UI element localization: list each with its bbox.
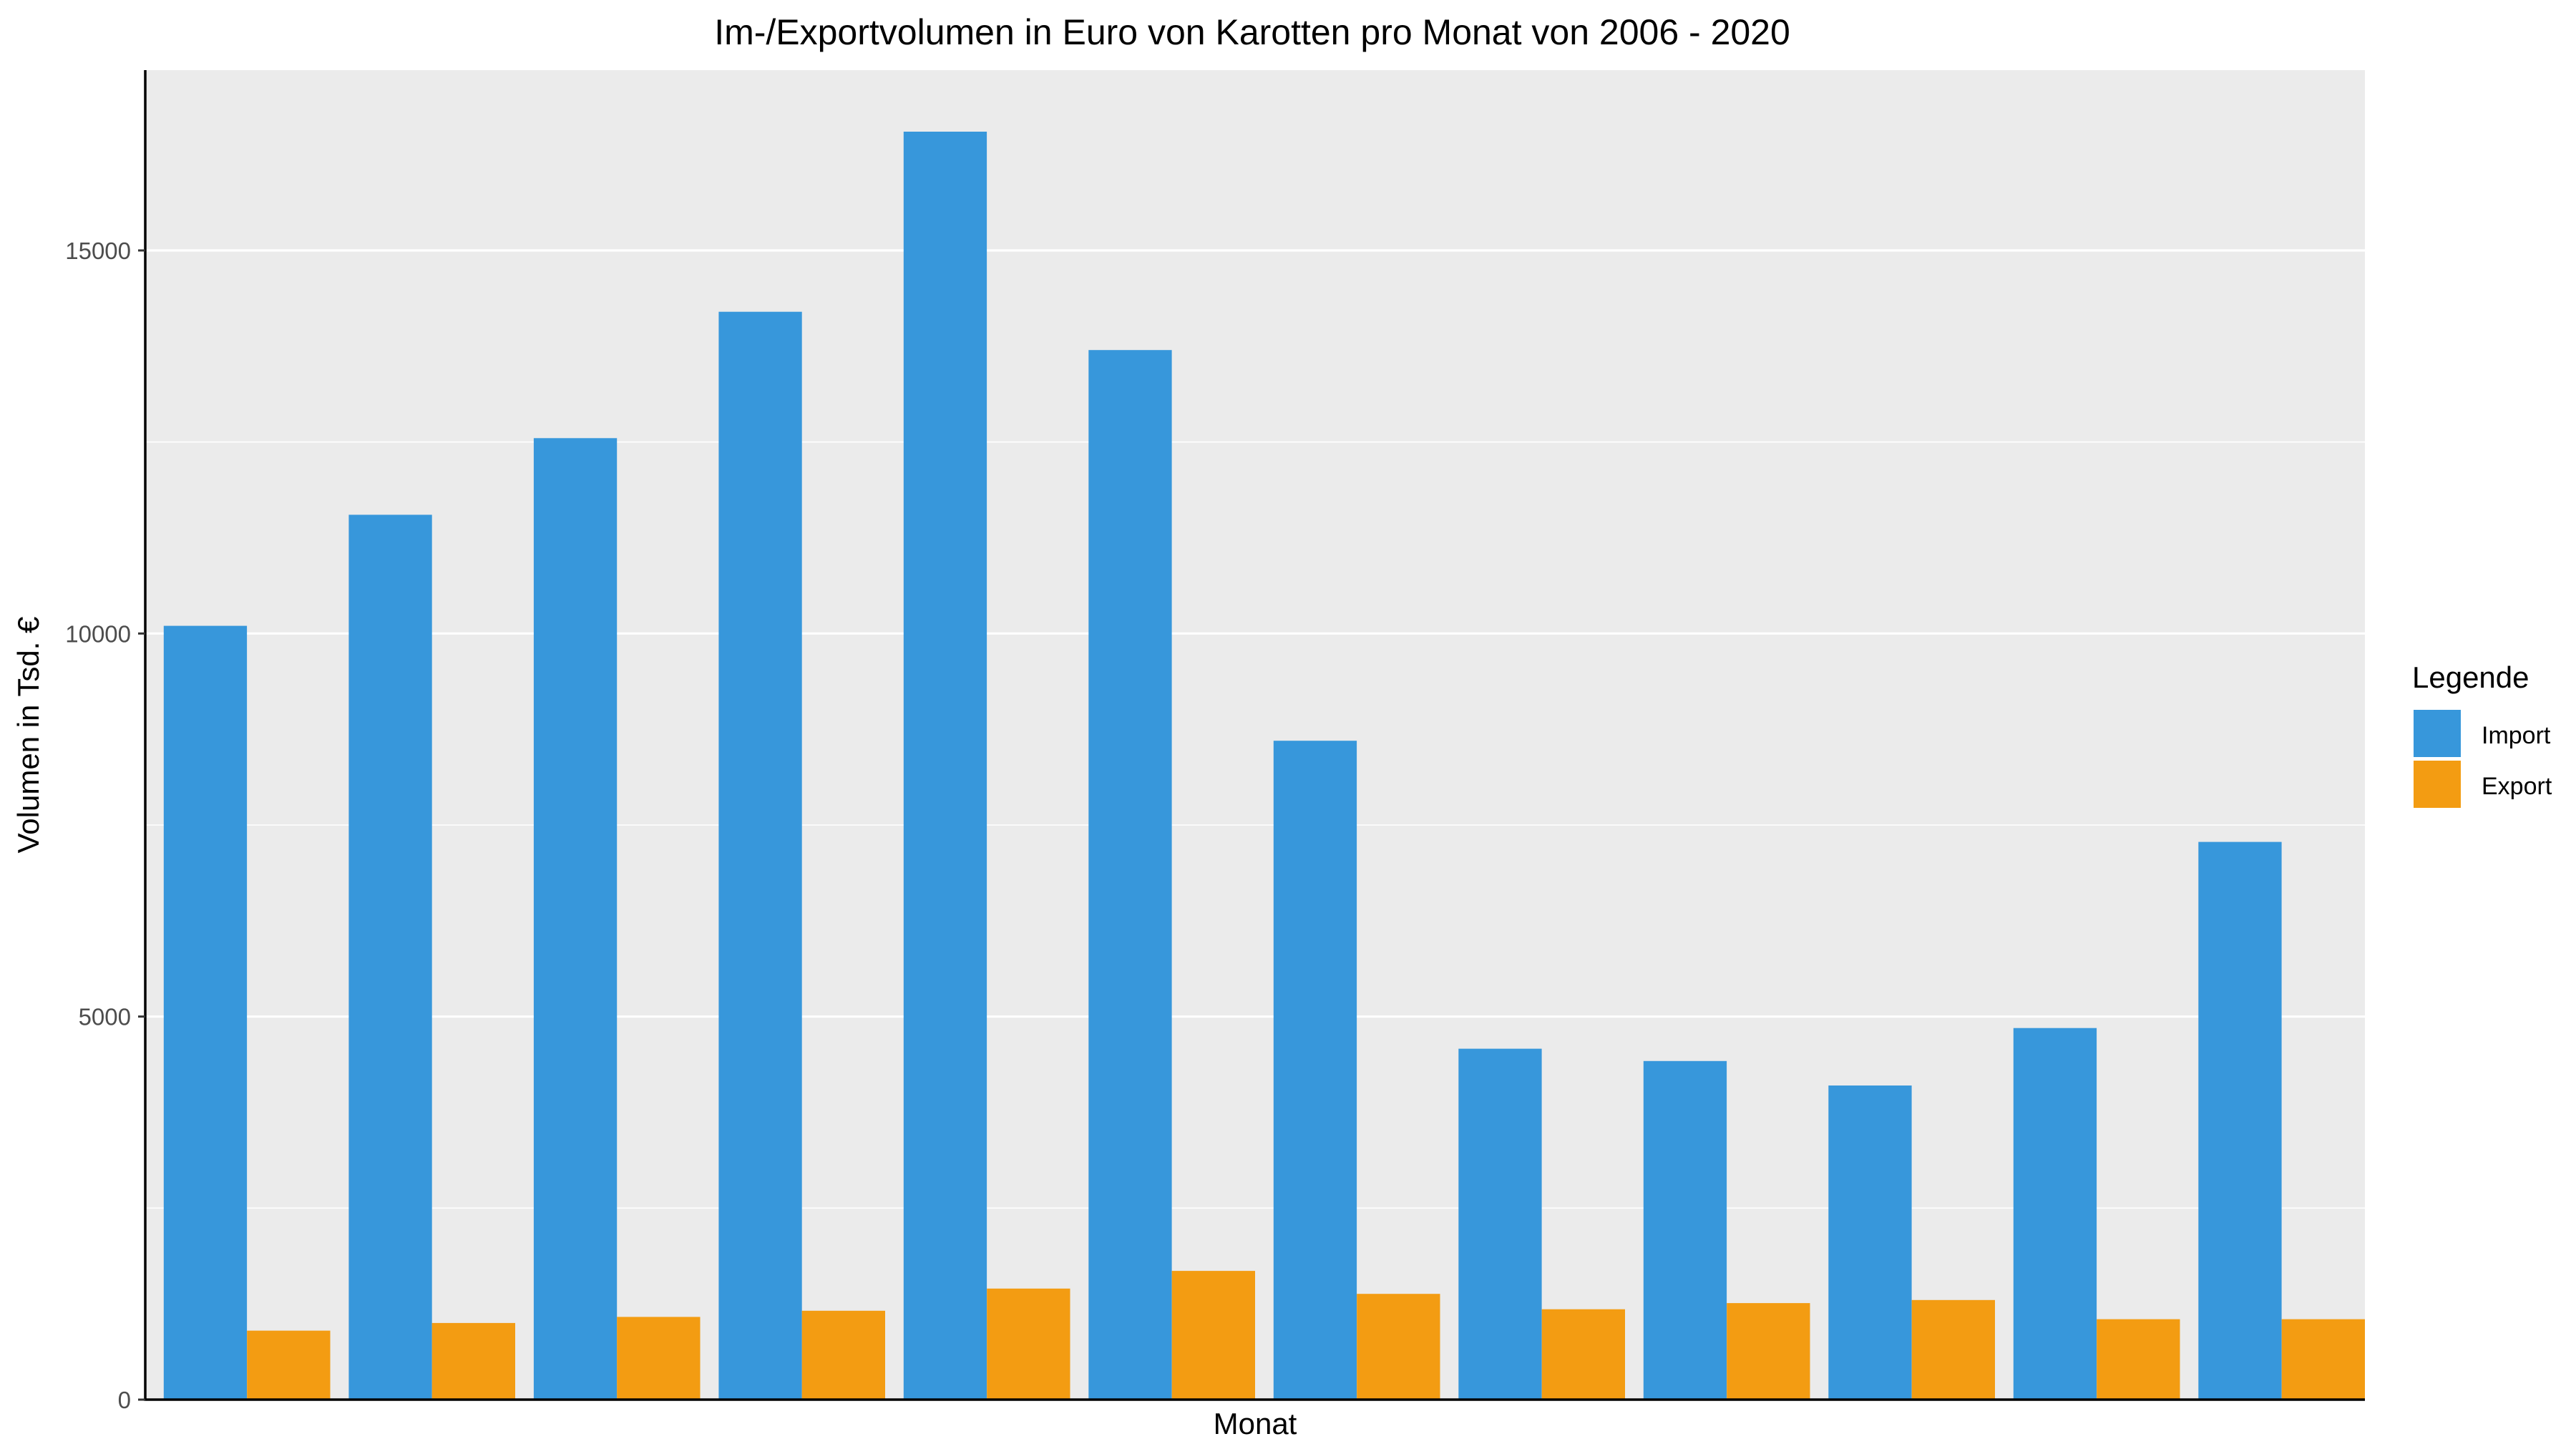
bar-import-5 [903, 132, 987, 1400]
bar-import-8 [1458, 1048, 1542, 1400]
bar-import-7 [1273, 741, 1357, 1400]
bar-import-11 [2013, 1028, 2097, 1400]
y-axis-title: Volumen in Tsd. € [11, 617, 45, 854]
legend-label-import: Import [2482, 722, 2551, 749]
bar-export-11 [2097, 1319, 2180, 1400]
y-axis-ticks: 0 5000 10000 15000 [65, 238, 145, 1413]
bar-export-1 [247, 1330, 331, 1400]
bar-export-4 [801, 1310, 885, 1400]
bar-export-9 [1727, 1303, 1810, 1400]
bar-import-1 [163, 625, 248, 1400]
bar-import-2 [348, 514, 432, 1400]
x-axis-title: Monat [1214, 1407, 1297, 1440]
y-tick-label: 15000 [65, 238, 131, 264]
bar-export-5 [987, 1288, 1070, 1400]
legend-label-export: Export [2482, 773, 2552, 800]
bar-import-9 [1643, 1060, 1727, 1400]
bar-export-6 [1171, 1271, 1255, 1400]
bar-import-6 [1088, 350, 1172, 1400]
y-tick-label: 5000 [79, 1004, 131, 1030]
bar-export-8 [1541, 1309, 1625, 1400]
chart-title: Im-/Exportvolumen in Euro von Karotten p… [714, 12, 1790, 52]
bar-export-7 [1357, 1294, 1440, 1400]
plot-panel [145, 70, 2365, 1399]
y-tick-label: 10000 [65, 620, 131, 647]
bar-import-4 [718, 311, 802, 1400]
bar-import-12 [2198, 841, 2282, 1400]
legend-key-export [2414, 761, 2461, 808]
legend: Legende Import Export [2412, 660, 2552, 808]
bar-import-10 [1828, 1085, 1912, 1400]
major-gridlines [145, 249, 2365, 1018]
legend-key-import [2414, 710, 2461, 757]
y-tick-label: 0 [118, 1387, 131, 1413]
bar-export-3 [617, 1317, 701, 1400]
bar-export-12 [2281, 1319, 2365, 1400]
bar-export-2 [431, 1322, 515, 1400]
legend-title: Legende [2412, 660, 2529, 694]
bar-import-3 [533, 438, 618, 1400]
bar-export-10 [1911, 1299, 1995, 1400]
bars [163, 132, 2365, 1400]
minor-gridlines [145, 441, 2365, 1209]
